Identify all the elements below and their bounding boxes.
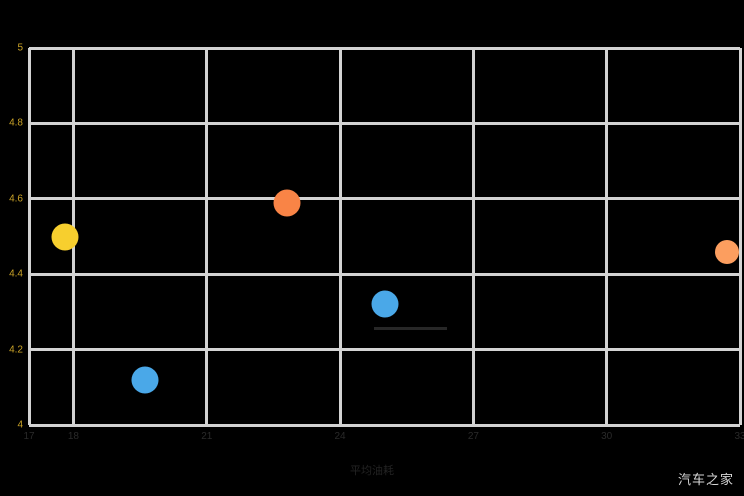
gridline-vertical-6: [738, 48, 742, 425]
gridline-horizontal-1: [29, 121, 740, 125]
y-tick-label-4: 4.2: [9, 344, 23, 356]
x-tick-label-4: 27: [467, 431, 479, 442]
data-point-3[interactable]: [131, 366, 159, 394]
x-tick-label-2: 21: [201, 431, 213, 442]
y-tick-label-5: 4: [17, 419, 23, 431]
gridline-horizontal-4: [29, 348, 740, 352]
gridline-horizontal-2: [29, 197, 740, 201]
x-tick-label-5: 30: [601, 431, 613, 442]
gridline-horizontal-0: [29, 46, 740, 50]
gridline-vertical-5: [605, 48, 609, 425]
gridline-vertical-3: [338, 48, 342, 425]
watermark: 汽车之家: [677, 473, 734, 488]
data-point-2[interactable]: [371, 290, 398, 318]
x-axis-title: 平均油耗: [350, 465, 394, 477]
tooltip-remnant: [374, 327, 447, 330]
x-tick-label-3: 24: [334, 431, 346, 442]
x-tick-label-1: 18: [67, 431, 79, 442]
data-point-1[interactable]: [273, 189, 301, 217]
plot-area: 5 4.8 4.6 4.4 4.2 4 17 18 21 24 27 30 33: [9, 43, 744, 443]
y-tick-label-2: 4.6: [9, 193, 23, 205]
y-tick-label-3: 4.4: [9, 268, 23, 280]
gridline-vertical-0: [27, 48, 31, 425]
gridline-horizontal-3: [29, 272, 740, 276]
y-tick-label-1: 4.8: [9, 117, 23, 129]
gridline-horizontal-5: [29, 423, 740, 427]
data-point-0[interactable]: [51, 223, 79, 250]
gridline-vertical-4: [471, 48, 475, 425]
data-point-4[interactable]: [714, 239, 739, 264]
y-tick-label-0: 5: [17, 42, 23, 54]
x-tick-label-6: 33: [734, 431, 744, 442]
gridline-vertical-2: [205, 48, 209, 425]
x-tick-label-0: 17: [23, 431, 35, 442]
